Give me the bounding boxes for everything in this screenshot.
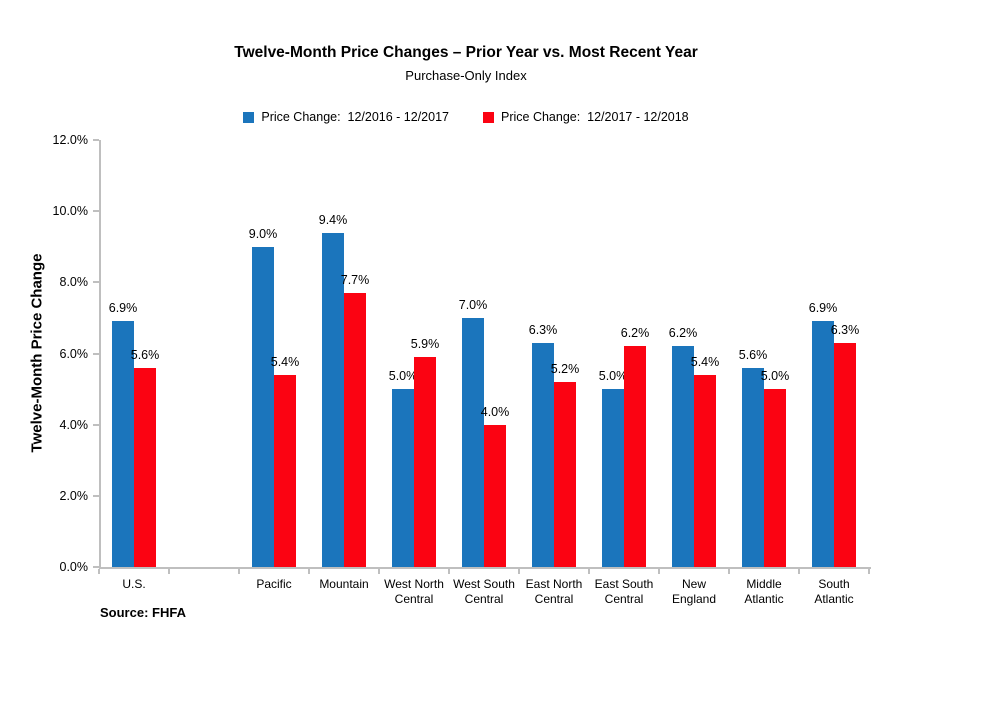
bar-recent-year [554,381,576,567]
bar-recent-year [344,293,366,567]
bar-recent-year [414,357,436,567]
bar-prior-year [112,321,134,567]
x-axis-category-label: West North Central [384,577,444,606]
x-axis-tick [518,569,520,574]
y-axis-tick-label: 10.0% [52,204,88,219]
bar-recent-year [834,342,856,567]
legend-label-recent-year: Price Change: 12/2017 - 12/2018 [501,110,689,124]
bar-value-label: 6.3% [528,322,558,337]
x-axis-category-label: Pacific [256,577,292,591]
x-axis-category-label: Mountain [319,577,369,591]
bar-value-label: 9.0% [248,226,278,241]
bar-prior-year [392,389,414,567]
legend-item-recent-year: Price Change: 12/2017 - 12/2018 [483,110,689,124]
x-axis-category-label: West South Central [453,577,515,606]
y-axis-tick-label: 2.0% [59,488,89,503]
bar-value-label: 5.4% [690,354,720,369]
bar-value-label: 4.0% [480,404,510,419]
chart-title: Twelve-Month Price Changes – Prior Year … [234,44,698,61]
bar-recent-year [134,367,156,567]
x-axis-category-label: South Atlantic [814,577,854,606]
legend-item-prior-year: Price Change: 12/2016 - 12/2017 [243,110,449,124]
bar-recent-year [764,389,786,567]
bar-prior-year [252,246,274,567]
bar-value-label: 6.3% [830,322,860,337]
x-axis-tick [238,569,240,574]
bar-value-label: 5.0% [598,369,628,384]
bar-value-label: 6.9% [808,301,838,316]
bar-value-label: 5.6% [738,347,768,362]
y-axis-tick [93,210,99,213]
bar-value-label: 5.9% [410,337,440,352]
y-axis-tick [93,423,99,426]
bar-prior-year [672,346,694,567]
source-label: Source: FHFA [100,605,186,620]
bar-value-label: 6.2% [668,326,698,341]
bar-value-label: 5.0% [760,369,790,384]
bar-value-label: 5.6% [130,347,160,362]
bar-recent-year [484,424,506,567]
y-axis-tick [93,281,99,284]
bar-prior-year [532,342,554,567]
bar-value-label: 9.4% [318,212,348,227]
x-axis-category-label: East North Central [525,577,583,606]
bar-prior-year [322,232,344,567]
bar-value-label: 7.7% [340,273,370,287]
bar-recent-year [274,374,296,567]
y-axis-tick-label: 6.0% [59,346,89,361]
chart-header: Twelve-Month Price Changes – Prior Year … [0,44,932,83]
y-axis-tick-label: 4.0% [59,417,89,432]
y-axis-tick-label: 0.0% [59,560,89,574]
bar-value-label: 6.2% [620,326,650,341]
bar-recent-year [694,374,716,567]
y-axis-tick-label: 12.0% [52,133,88,147]
y-axis-tick [93,566,99,568]
y-axis-tick [93,352,99,355]
x-axis-tick [378,569,380,574]
bar-value-label: 5.0% [388,369,418,384]
bar-value-label: 5.2% [550,361,580,376]
y-axis-tick [93,494,99,497]
legend-label-prior-year: Price Change: 12/2016 - 12/2017 [261,110,449,124]
x-axis-tick [308,569,310,574]
bar-recent-year [624,346,646,567]
x-axis-tick [98,569,100,574]
bar-value-label: 6.9% [108,301,138,316]
chart-legend: Price Change: 12/2016 - 12/2017 Price Ch… [0,110,932,124]
bar-prior-year [812,321,834,567]
x-axis-category-label: New England [671,577,717,606]
chart-subtitle: Purchase-Only Index [405,68,527,83]
x-axis-category-label: Middle Atlantic [744,577,784,606]
plot-area: 0.0% 2.0% 4.0% 6.0% 8.0% 10.0% 12.0% 6.9% 5.6% U.… [0,133,987,660]
bar-prior-year [462,317,484,567]
x-axis-tick [448,569,450,574]
legend-swatch-prior-icon [243,111,255,123]
x-axis-tick [658,569,660,574]
x-axis-tick [588,569,590,574]
x-axis-tick [168,569,170,574]
x-axis-tick [798,569,800,574]
x-axis-category-label: U.S. [122,577,146,591]
bar-value-label: 7.0% [458,297,488,312]
y-axis-tick [93,139,99,141]
legend-swatch-recent-icon [483,111,494,123]
bar-value-label: 5.4% [270,354,300,369]
y-axis-tick-label: 8.0% [59,275,89,290]
bar-prior-year [602,389,624,567]
x-axis-line [99,567,871,569]
x-axis-category-label: East South Central [594,577,654,606]
bar-prior-year [742,367,764,567]
x-axis-tick [868,569,870,574]
y-axis-line [99,140,101,569]
x-axis-tick [728,569,730,574]
